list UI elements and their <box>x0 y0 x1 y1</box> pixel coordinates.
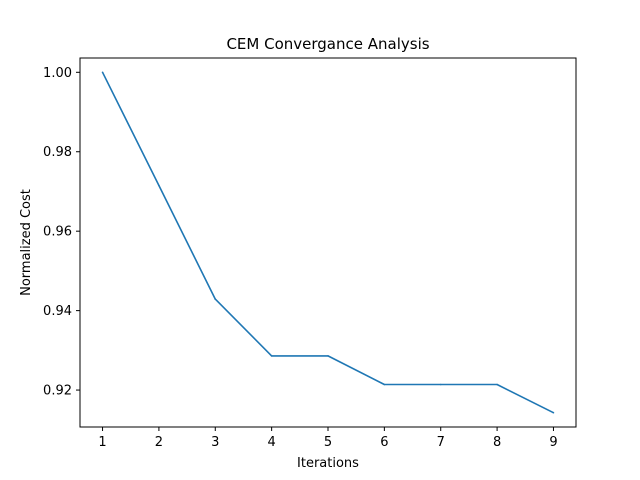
data-point <box>214 298 217 300</box>
x-tick-label: 6 <box>380 435 388 450</box>
y-tick-label: 0.92 <box>43 384 72 399</box>
data-point <box>101 71 104 74</box>
x-tick-label: 3 <box>211 435 219 450</box>
x-tick-label: 8 <box>493 435 501 450</box>
x-tick-label: 4 <box>267 435 275 450</box>
x-tick-label: 7 <box>437 435 445 450</box>
data-point <box>270 355 273 357</box>
plot-area <box>80 58 576 427</box>
data-point <box>158 184 160 187</box>
y-tick-label: 0.96 <box>43 225 72 240</box>
y-axis-ticks: 0.92 0.94 0.96 0.98 1.00 <box>43 66 80 399</box>
x-tick-label: 1 <box>98 435 106 450</box>
x-tick-label: 2 <box>155 435 163 450</box>
x-axis-ticks: 1 2 3 4 5 6 7 8 9 <box>98 427 558 450</box>
x-tick-label: 5 <box>324 435 332 450</box>
x-axis-label: Iterations <box>297 456 359 471</box>
data-point <box>496 383 498 386</box>
plot-frame <box>79 57 577 428</box>
data-point <box>439 383 442 386</box>
y-axis-label: Normalized Cost <box>19 189 34 296</box>
series-layer <box>101 71 555 414</box>
y-tick-label: 0.98 <box>43 145 72 160</box>
data-point <box>327 355 329 357</box>
y-tick-label: 0.94 <box>43 304 72 319</box>
y-tick-label: 1.00 <box>43 66 72 81</box>
x-tick-label: 9 <box>549 435 557 450</box>
chart-title: CEM Convergance Analysis <box>226 35 429 53</box>
data-point <box>552 411 555 414</box>
data-point <box>383 383 386 386</box>
